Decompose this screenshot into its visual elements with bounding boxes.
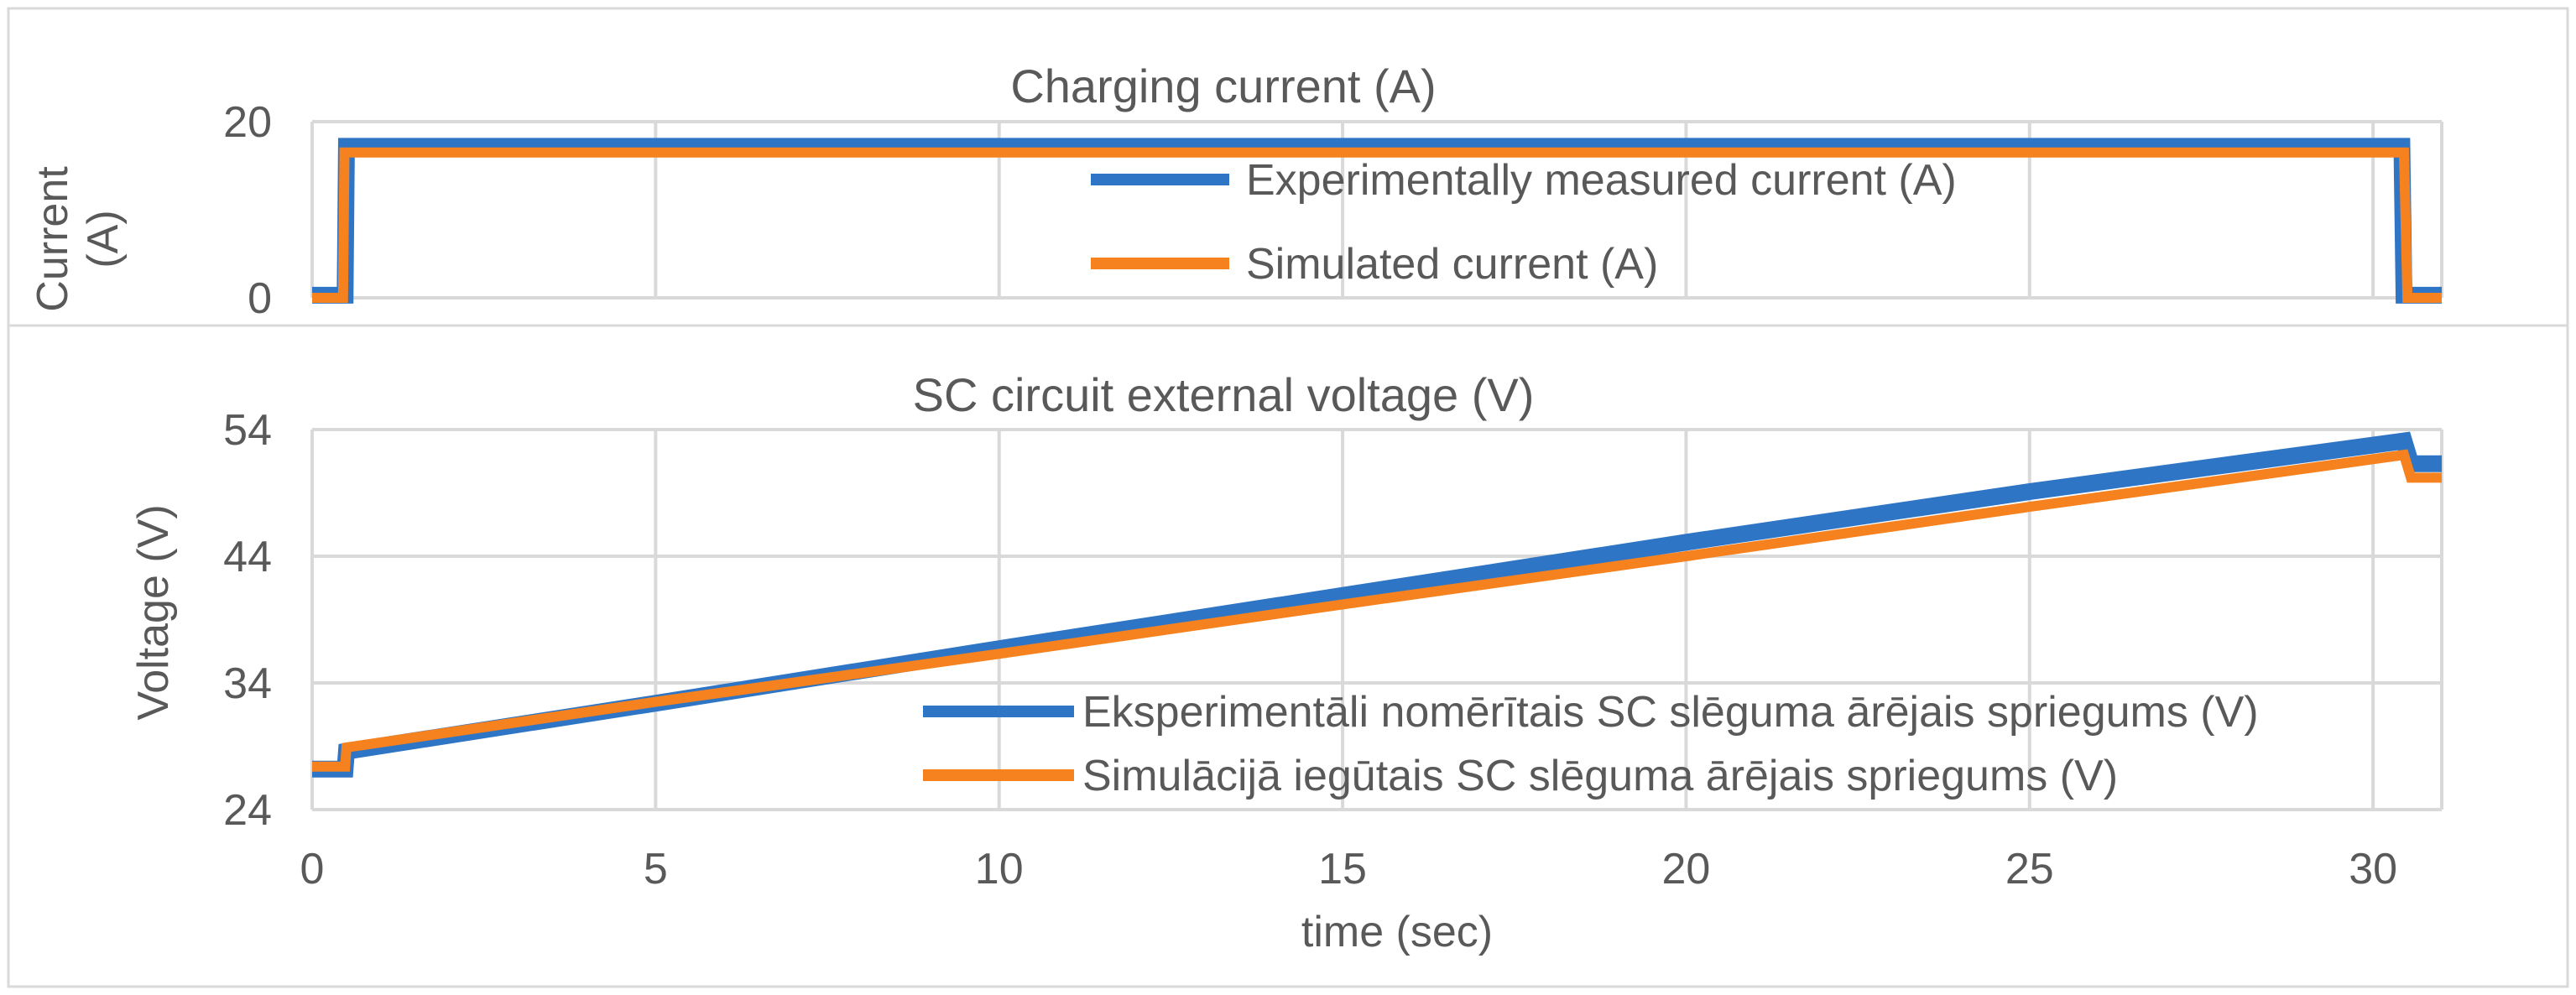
current-series-line-simulated	[312, 147, 2442, 303]
voltage-ytick-label: 24	[223, 786, 272, 835]
current-axis-label-line2: (A)	[79, 210, 128, 268]
current-ytick-label: 0	[248, 274, 272, 323]
legend-label-simulated-voltage: Simulācijā iegūtais SC slēguma ārējais s…	[1082, 752, 2118, 800]
voltage-xtick-label: 15	[1318, 845, 1367, 893]
legend-label-measured-voltage: Eksperimentāli nomērītais SC slēguma ārē…	[1082, 688, 2259, 737]
legend-label-simulated-current: Simulated current (A)	[1246, 240, 1658, 289]
time-axis-label: time (sec)	[1301, 908, 1493, 956]
voltage-xtick-label: 25	[2005, 845, 2054, 893]
voltage-chart-x-ticks: 0 5 10 15 20 25 30	[300, 845, 2398, 893]
voltage-xtick-label: 0	[300, 845, 325, 893]
voltage-xtick-label: 10	[975, 845, 1024, 893]
voltage-ytick-label: 44	[223, 533, 272, 581]
voltage-chart-y-ticks: 24 34 44 54	[223, 406, 272, 835]
current-axis-label-line1: Current	[29, 166, 77, 312]
voltage-chart-series	[312, 431, 2442, 778]
voltage-legend: Eksperimentāli nomērītais SC slēguma ārē…	[923, 688, 2259, 800]
voltage-axis-label: Voltage (V)	[129, 504, 178, 720]
voltage-ytick-label: 34	[223, 659, 272, 708]
voltage-chart-gridlines	[310, 428, 2443, 811]
bottom-chart-frame	[7, 324, 2569, 988]
voltage-xtick-label: 20	[1661, 845, 1710, 893]
voltage-chart-title: SC circuit external voltage (V)	[913, 368, 1535, 421]
current-chart-y-ticks: 0 20	[223, 98, 272, 323]
voltage-series-line-simulated	[312, 449, 2442, 772]
current-chart: Charging current (A) 0 20 Current (A) Exp…	[29, 60, 2443, 323]
voltage-ytick-label: 54	[223, 406, 272, 455]
current-chart-title: Charging current (A)	[1010, 60, 1436, 112]
voltage-xtick-label: 30	[2349, 845, 2397, 893]
current-legend: Experimentally measured current (A) Simu…	[1091, 156, 1957, 289]
legend-label-measured-current: Experimentally measured current (A)	[1246, 156, 1957, 205]
voltage-xtick-label: 5	[644, 845, 668, 893]
voltage-chart: SC circuit external voltage (V) 24 34 44 54…	[129, 368, 2443, 956]
top-chart-frame	[7, 7, 2569, 327]
current-chart-series	[312, 138, 2442, 304]
current-ytick-label: 20	[223, 98, 272, 147]
